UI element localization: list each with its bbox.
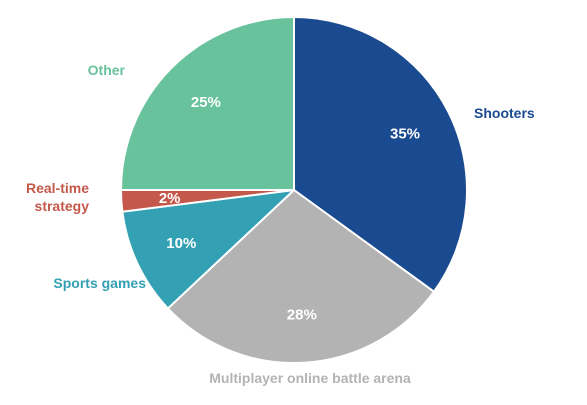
pct-label-other: 25%	[191, 94, 221, 111]
category-label-sports-games: Sports games	[53, 275, 146, 291]
category-label-line: Real-time	[26, 180, 89, 196]
pie-slice-sports-games	[121, 189, 295, 310]
pie-slice-other	[120, 16, 295, 191]
pct-label-multiplayer-online-battle-arena: 28%	[287, 306, 317, 323]
pie-slice-shooters	[293, 16, 469, 293]
pie-slice-multiplayer-online-battle-arena	[166, 189, 435, 365]
percentage-labels: 35% 28% 10% 2% 25%	[159, 94, 420, 323]
slices-layer	[119, 16, 469, 365]
pct-label-real-time-strategy: 2%	[159, 190, 181, 207]
pct-label-shooters: 35%	[390, 126, 420, 143]
category-labels: Shooters Multiplayer online battle arena S…	[26, 62, 535, 386]
category-label-line: strategy	[35, 198, 90, 214]
pct-label-sports-games: 10%	[166, 235, 196, 252]
category-label-real-time-strategy: Real-time strategy	[26, 180, 89, 214]
category-label-multiplayer-online-battle-arena: Multiplayer online battle arena	[209, 370, 411, 386]
category-label-shooters: Shooters	[474, 105, 535, 121]
category-label-other: Other	[88, 62, 126, 78]
